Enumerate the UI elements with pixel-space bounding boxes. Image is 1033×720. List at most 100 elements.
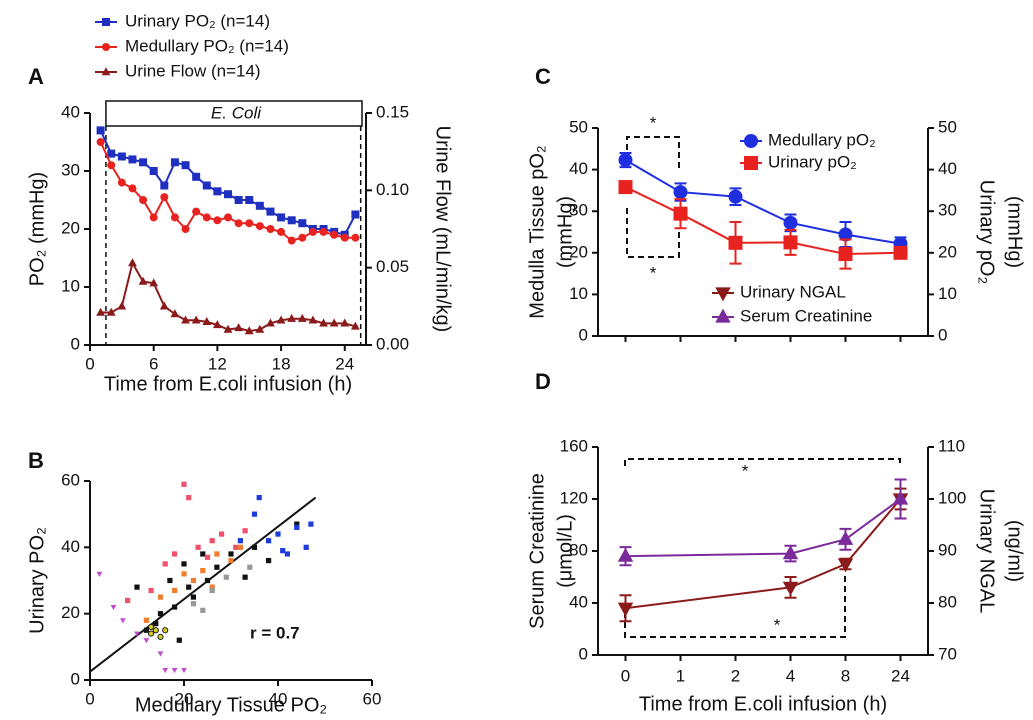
marker xyxy=(190,594,196,600)
marker xyxy=(96,307,106,316)
marker xyxy=(148,630,155,637)
annotation: E. Coli xyxy=(211,103,262,122)
y-axis-title: (mmHg) xyxy=(554,196,576,268)
marker xyxy=(172,587,178,594)
marker xyxy=(117,301,127,310)
marker xyxy=(190,601,196,607)
marker xyxy=(209,587,215,594)
marker xyxy=(266,538,272,544)
x-tick-label: 12 xyxy=(208,354,227,373)
marker xyxy=(329,318,339,327)
marker xyxy=(351,210,360,219)
marker xyxy=(157,611,164,617)
marker xyxy=(107,161,116,170)
y2-tick-label: 0.05 xyxy=(376,257,409,276)
marker xyxy=(214,564,220,570)
marker xyxy=(200,551,206,557)
marker xyxy=(181,571,187,577)
marker xyxy=(280,548,286,554)
marker xyxy=(170,309,180,318)
marker xyxy=(125,597,131,603)
marker xyxy=(181,225,190,233)
marker xyxy=(618,180,633,195)
marker xyxy=(153,621,159,627)
marker xyxy=(715,308,731,323)
annotation: * xyxy=(774,615,781,634)
marker xyxy=(618,153,633,168)
marker xyxy=(245,196,254,204)
annotation: * xyxy=(650,263,657,282)
marker xyxy=(181,481,187,487)
marker xyxy=(117,178,126,187)
y-tick-label: 0 xyxy=(71,334,80,353)
legend-label: Urinary PO₂ (n=14) xyxy=(125,11,270,30)
x-tick-label: 24 xyxy=(335,354,354,373)
marker xyxy=(191,315,201,324)
annotation: * xyxy=(742,461,749,480)
series-line xyxy=(625,498,902,558)
marker xyxy=(308,315,318,324)
marker xyxy=(244,326,254,335)
y2-tick-label: 40 xyxy=(938,159,957,178)
x-tick-label: 40 xyxy=(269,689,288,708)
marker xyxy=(223,324,233,333)
annotation: r = 0.7 xyxy=(250,623,300,642)
marker xyxy=(783,235,798,250)
y-axis-title: Urinary PO₂ xyxy=(26,527,48,634)
marker xyxy=(715,287,731,302)
series-line xyxy=(624,159,901,245)
marker xyxy=(234,219,243,228)
marker xyxy=(223,574,229,580)
marker xyxy=(102,43,110,51)
y-tick-label: 20 xyxy=(61,603,80,622)
marker xyxy=(255,222,264,231)
x-axis-title: Time from E.coli infusion (h) xyxy=(639,693,887,715)
legend-label: Urinary NGAL xyxy=(740,282,846,301)
y2-tick-label: 100 xyxy=(938,488,966,507)
marker xyxy=(170,158,179,167)
x-tick-label: 8 xyxy=(841,666,850,685)
marker xyxy=(213,187,222,196)
panel-label: B xyxy=(28,448,44,473)
x-tick-label: 18 xyxy=(272,354,291,373)
y-axis-title: PO₂ (mmHg) xyxy=(26,172,48,286)
y2-tick-label: 10 xyxy=(938,284,957,303)
y-tick-label: 10 xyxy=(569,284,588,303)
y-axis-title: Medulla Tissue pO₂ xyxy=(526,145,548,318)
marker xyxy=(247,564,253,570)
marker xyxy=(266,318,275,327)
significance-bracket xyxy=(624,458,901,466)
y2-tick-label: 0.00 xyxy=(376,334,409,353)
y-tick-label: 80 xyxy=(569,540,588,559)
marker xyxy=(128,258,137,267)
marker xyxy=(202,213,211,222)
y-tick-label: 50 xyxy=(569,117,588,136)
x-tick-label: 0 xyxy=(85,354,94,373)
x-tick-label: 24 xyxy=(891,666,910,685)
y2-axis-title: Urinary NGAL xyxy=(976,489,998,613)
marker xyxy=(275,531,281,537)
y-tick-label: 40 xyxy=(569,159,588,178)
y2-axis-title: Urinary pO₂ xyxy=(976,180,998,284)
marker xyxy=(186,494,192,501)
legend-label: Medullary PO₂ (n=14) xyxy=(125,36,289,55)
series-line xyxy=(625,186,901,256)
marker xyxy=(157,594,164,600)
y2-tick-label: 70 xyxy=(938,644,957,663)
y-tick-label: 40 xyxy=(569,592,588,611)
marker xyxy=(101,67,111,76)
marker xyxy=(172,604,178,610)
marker xyxy=(176,637,182,643)
marker xyxy=(228,558,234,564)
marker xyxy=(782,545,799,560)
marker xyxy=(96,571,103,577)
marker xyxy=(892,490,909,505)
marker xyxy=(209,584,215,590)
y-tick-label: 30 xyxy=(61,160,80,179)
y-tick-label: 120 xyxy=(560,488,588,507)
x-axis-title: Medullary Tissue PO₂ xyxy=(135,694,327,716)
marker xyxy=(234,323,244,332)
marker xyxy=(234,196,243,204)
marker xyxy=(242,528,248,534)
